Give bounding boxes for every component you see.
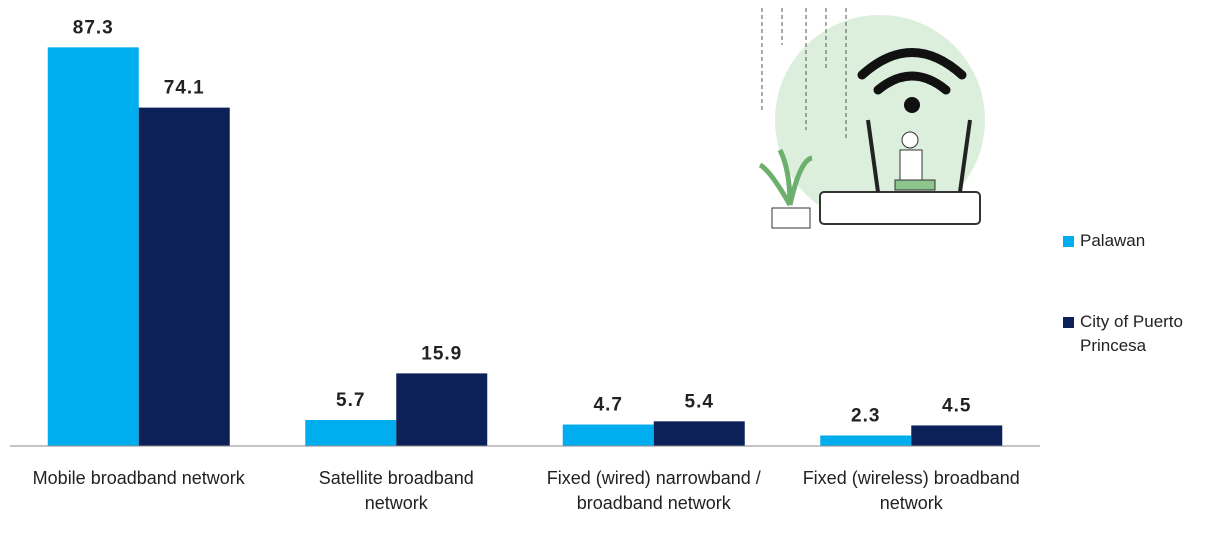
legend-label: Palawan	[1080, 229, 1210, 253]
router	[820, 192, 980, 224]
bar	[563, 425, 654, 446]
person-legs	[895, 180, 935, 190]
bar	[396, 373, 487, 446]
bar	[139, 108, 230, 446]
legend-swatch	[1063, 317, 1074, 328]
x-tick-label: Fixed (wired) narrowband / broadband net…	[544, 466, 764, 516]
wifi-dot	[904, 97, 920, 113]
value-label: 74.1	[164, 78, 205, 99]
value-label: 87.3	[73, 17, 114, 38]
bar	[911, 425, 1002, 446]
value-label: 5.4	[685, 391, 714, 412]
value-label: 5.7	[336, 390, 365, 411]
x-tick-label: Satellite broadband network	[286, 466, 506, 516]
bar	[305, 420, 396, 446]
person-body	[900, 150, 922, 180]
x-tick-label: Mobile broadband network	[29, 466, 249, 491]
bar	[48, 47, 139, 446]
value-label: 2.3	[851, 405, 880, 426]
value-label: 15.9	[421, 343, 462, 364]
legend-label: City of Puerto Princesa	[1080, 310, 1210, 358]
bar	[820, 435, 911, 446]
page: 87.3 74.1 5.7 15.9 4.7 5.4 2.3 4.5 Palawan City…	[0, 0, 1224, 551]
value-label: 4.5	[942, 395, 971, 416]
x-tick-label: Fixed (wireless) broadband network	[801, 466, 1021, 516]
illustration	[760, 8, 985, 228]
bar	[654, 421, 745, 446]
pot	[772, 208, 810, 228]
person-head	[902, 132, 918, 148]
value-label: 4.7	[594, 395, 623, 416]
legend-swatch	[1063, 236, 1074, 247]
